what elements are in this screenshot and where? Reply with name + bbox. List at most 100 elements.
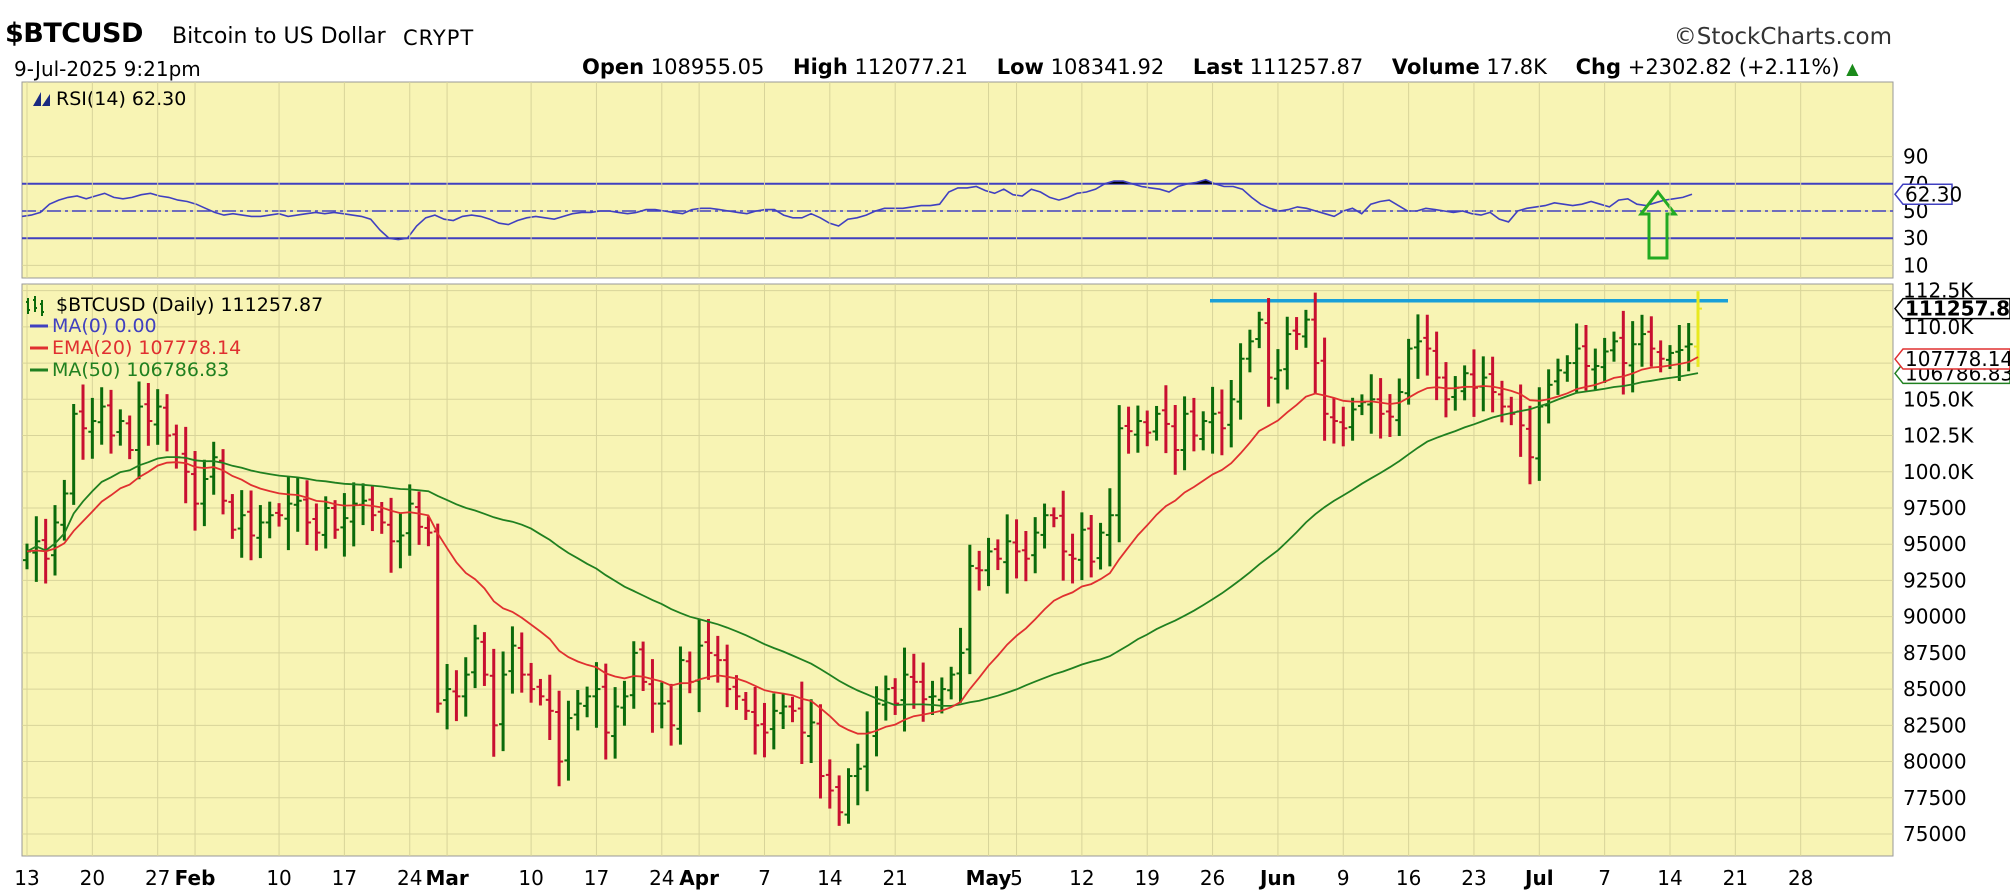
price-y-tick-label: 100.0K — [1903, 460, 1974, 484]
ohlc-bar — [1619, 310, 1628, 395]
ohlc-bar — [564, 700, 573, 781]
ohlc-bar — [1003, 514, 1012, 594]
ohlc-bar — [1339, 406, 1348, 447]
ohlc-bar — [844, 768, 853, 824]
ema20-line — [26, 356, 1699, 735]
x-tick-label: 27 — [145, 866, 170, 890]
price-last-value-tag — [1894, 297, 2010, 320]
x-tick-label: 14 — [1657, 866, 1682, 890]
ohlc-bar — [1413, 314, 1422, 379]
ohlc-bar — [1031, 517, 1040, 574]
ohlc-bar — [1171, 405, 1180, 475]
ohlc-bar — [265, 501, 274, 539]
rsi-line — [21, 178, 1693, 241]
ohlc-bar — [181, 426, 190, 504]
ohlc-bar — [751, 686, 760, 755]
ohlc-bar — [1684, 323, 1693, 372]
x-tick-label: 21 — [1723, 866, 1748, 890]
ohlc-bar — [1385, 394, 1394, 437]
ohlc-bar — [1423, 314, 1432, 376]
ohlc-bar — [1012, 519, 1021, 579]
price-y-tick-label: 97500 — [1903, 496, 1967, 520]
stat-chg-label: Chg — [1575, 55, 1622, 79]
ohlc-bar — [1320, 337, 1329, 441]
ohlc-bar — [1208, 386, 1217, 454]
ohlc-stats: Open 108955.05 High 112077.21 Low 108341… — [582, 55, 1859, 79]
ohlc-bar — [984, 537, 993, 587]
ohlc-bar — [611, 687, 620, 759]
ohlc-bar — [144, 383, 153, 446]
ohlc-bar — [1404, 338, 1413, 405]
ohlc-bar — [209, 441, 218, 495]
ohlc-bar — [219, 449, 228, 515]
ma50-line — [26, 372, 1699, 707]
price-panel-background — [21, 283, 1894, 857]
ohlc-bar — [303, 480, 312, 545]
ohlc-bar — [937, 677, 946, 714]
ohlc-bar — [732, 675, 741, 710]
ohlc-bar — [443, 664, 452, 730]
price-legend-icon — [26, 296, 44, 316]
x-tick-label: 9 — [1337, 866, 1350, 890]
ohlc-bar — [471, 624, 480, 689]
instrument-name: Bitcoin to US Dollar — [172, 24, 386, 49]
ohlc-bar — [573, 690, 582, 731]
ohlc-bar — [891, 678, 900, 715]
ohlc-bar — [480, 632, 489, 686]
ohlc-bar — [1133, 405, 1142, 453]
ohlc-bar — [200, 459, 209, 527]
stat-volume-label: Volume — [1391, 55, 1480, 79]
ohlc-bar — [1647, 316, 1656, 367]
legend-entry: MA(0) 0.00 — [52, 315, 157, 337]
ohlc-bar — [256, 505, 265, 559]
stat-low-value: 108341.92 — [1050, 55, 1165, 79]
ohlc-bar — [928, 680, 937, 715]
x-tick-label: 19 — [1134, 866, 1159, 890]
ohlc-bar — [1553, 358, 1562, 395]
rsi-panel-background — [21, 81, 1894, 279]
stat-last-label: Last — [1192, 55, 1243, 79]
ohlc-bar — [592, 662, 601, 728]
x-tick-label: 28 — [1788, 866, 1813, 890]
x-tick-label: 24 — [649, 866, 674, 890]
ohlc-bar — [88, 397, 97, 459]
ohlc-bar — [536, 678, 545, 706]
ohlc-bar — [32, 516, 41, 582]
price-y-tick-label: 80000 — [1903, 750, 1967, 774]
ohlc-bar — [788, 696, 797, 723]
ohlc-bar — [1395, 378, 1404, 436]
ohlc-bar — [135, 381, 144, 480]
ohlc-bar — [919, 662, 928, 722]
price-y-tick-label: 105.0K — [1903, 387, 1974, 411]
stat-high-label: High — [793, 55, 848, 79]
rsi-legend-icon — [33, 92, 50, 106]
x-tick-label: 16 — [1396, 866, 1421, 890]
ohlc-bar — [527, 662, 536, 703]
ohlc-bar — [237, 490, 246, 558]
brand-logo[interactable]: ©StockCharts.com — [1673, 24, 1892, 50]
rsi-last-value-label: 62.30 — [1905, 182, 1962, 206]
x-tick-label: 24 — [397, 866, 422, 890]
ema20-last-value-tag — [1894, 348, 2010, 370]
x-tick-label: Apr — [679, 866, 719, 890]
ohlc-bar — [1600, 337, 1609, 383]
ohlc-bar — [1059, 490, 1068, 581]
ohlc-bar — [797, 681, 806, 765]
ohlc-bar — [247, 490, 256, 561]
ohlc-bar — [1367, 374, 1376, 434]
ohlc-bar — [275, 503, 284, 527]
ohlc-bar — [405, 484, 414, 556]
ohlc-bar — [741, 691, 750, 720]
ohlc-bar — [415, 491, 424, 545]
ohlc-bar — [116, 409, 125, 446]
ohlc-bar — [779, 692, 788, 729]
ohlc-bar — [1273, 349, 1282, 404]
ohlc-bar — [1507, 396, 1516, 426]
ohlc-bar — [461, 657, 470, 717]
ohlc-bar — [816, 704, 825, 799]
ohlc-bar — [1675, 324, 1684, 381]
exchange-label: CRYPT — [403, 26, 475, 50]
price-y-tick-label: 77500 — [1903, 786, 1967, 810]
